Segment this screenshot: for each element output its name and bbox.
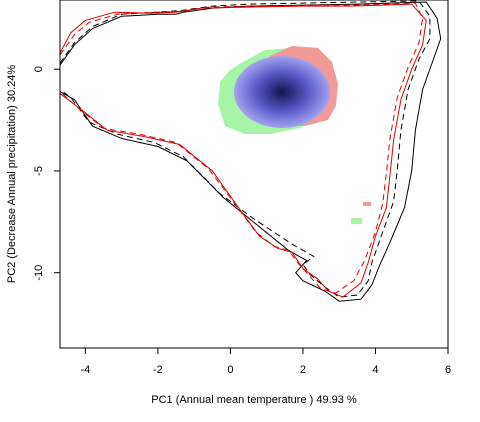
series-line-2 xyxy=(60,0,431,298)
x-tick-label: 4 xyxy=(372,364,378,376)
y-tick-label: -5 xyxy=(33,166,45,176)
x-axis-label: PC1 (Annual mean temperature ) 49.93 % xyxy=(151,394,357,406)
x-tick-label: 6 xyxy=(445,364,451,376)
plot-frame xyxy=(59,0,449,349)
x-tick-label: -2 xyxy=(153,364,163,376)
series-layer xyxy=(60,0,442,302)
red-patch xyxy=(363,202,371,206)
y-axis-label: PC2 (Decrease Annual precipitation) 30.2… xyxy=(6,65,18,284)
x-axis: -4 -2 0 2 4 6 xyxy=(80,348,451,376)
series-line-3 xyxy=(60,3,427,298)
series-line-1 xyxy=(60,1,442,302)
y-axis: 0 -5 -10 xyxy=(33,66,60,281)
x-tick-label: 2 xyxy=(300,364,306,376)
y-tick-label: -10 xyxy=(33,265,45,281)
overlap-area xyxy=(234,56,330,128)
niche-density-layer xyxy=(218,46,371,224)
y-tick-label: 0 xyxy=(33,66,45,72)
x-tick-label: 0 xyxy=(227,364,233,376)
series-line-4 xyxy=(60,2,424,294)
green-patch xyxy=(351,218,362,224)
x-tick-label: -4 xyxy=(80,364,90,376)
